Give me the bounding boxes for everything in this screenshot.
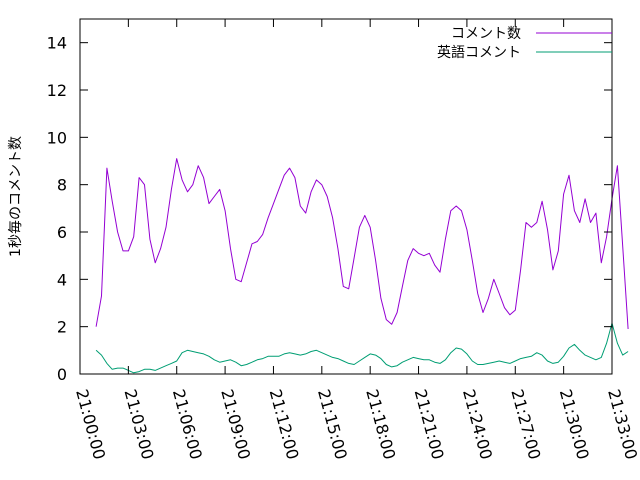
y-tick-label: 6: [57, 223, 67, 242]
plot-frame: [79, 18, 613, 375]
y-tick-label: 8: [57, 176, 67, 195]
series-line-1: [95, 322, 629, 374]
y-tick-label: 4: [57, 270, 67, 289]
y-tick-label: 10: [47, 128, 67, 147]
y-axis-title: 1秒毎のコメント数: [8, 136, 24, 257]
legend-label-0: コメント数: [451, 26, 521, 42]
y-tick-label: 0: [57, 365, 67, 384]
y-axis: 0 2 4 6 8 10 12 14: [47, 34, 612, 384]
y-tick-label: 12: [47, 81, 67, 100]
y-tick-label: 14: [47, 34, 67, 53]
series-line-0: [95, 158, 629, 330]
y-tick-label: 2: [57, 318, 67, 337]
plot-lines: [95, 158, 629, 374]
legend-label-1: 英語コメント: [437, 44, 521, 61]
